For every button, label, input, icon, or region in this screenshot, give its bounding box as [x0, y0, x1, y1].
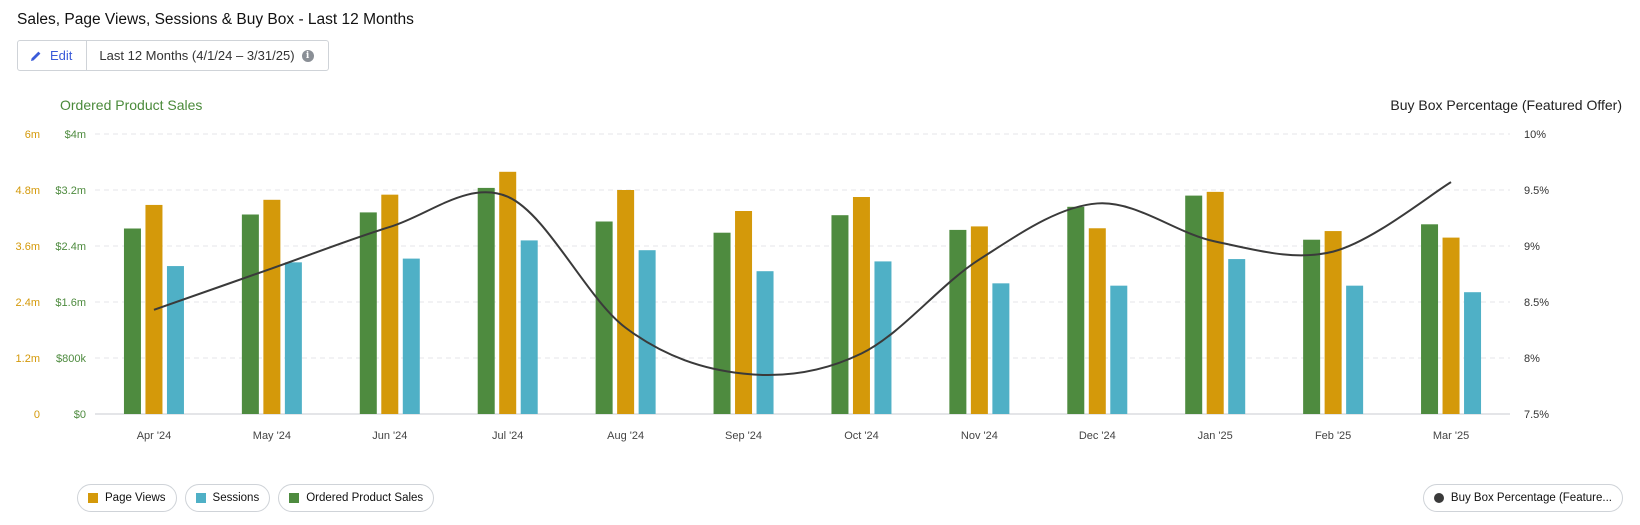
legend-page-views[interactable]: Page Views [77, 484, 177, 512]
x-tick-label: May '24 [253, 430, 291, 442]
page-views-bar[interactable] [1324, 231, 1342, 414]
legend-sessions-label: Sessions [212, 492, 260, 504]
buy-box-tick-label: 9% [1524, 241, 1540, 253]
sales-tick-label: $0 [74, 409, 86, 421]
page-views-swatch [88, 493, 98, 503]
sales-bar[interactable] [123, 228, 141, 415]
sessions-bar[interactable] [520, 240, 538, 414]
page-views-bar[interactable] [499, 171, 517, 414]
page-views-bar[interactable] [1206, 191, 1224, 414]
sales-bar[interactable] [359, 212, 377, 414]
legend-page-views-label: Page Views [105, 492, 166, 504]
combo-chart: 0 $0 7.5% 1.2m $800k 8% 2.4m $1.6m 8.5% 3.6m $2.4m… [16, 129, 1550, 442]
sessions-bar[interactable] [402, 258, 420, 414]
page-views-bar[interactable] [263, 199, 281, 414]
sales-bar[interactable] [1303, 239, 1321, 414]
sales-swatch [289, 493, 300, 503]
page-views-bar[interactable] [617, 190, 635, 414]
page-views-bar[interactable] [381, 194, 399, 414]
sales-bar[interactable] [477, 187, 495, 414]
legend-sales-label: Ordered Product Sales [306, 492, 424, 504]
chart-controls: Edit Last 12 Months (4/1/24 – 3/31/25) i [17, 40, 329, 71]
buy-box-tick-label: 9.5% [1524, 185, 1549, 197]
sales-bar[interactable] [595, 221, 613, 415]
legend-right: Buy Box Percentage (Feature... [1422, 484, 1623, 512]
edit-label: Edit [50, 48, 73, 63]
x-tick-label: Jul '24 [492, 430, 523, 442]
buy-box-tick-label: 7.5% [1524, 409, 1549, 421]
legend-buy-box[interactable]: Buy Box Percentage (Feature... [1422, 484, 1623, 512]
sales-tick-label: $3.2m [55, 185, 86, 197]
info-icon[interactable]: i [301, 49, 314, 62]
page-views-bar[interactable] [735, 211, 753, 414]
sales-bar[interactable] [831, 215, 849, 414]
page-views-bar[interactable] [970, 226, 988, 414]
x-tick-label: Apr '24 [137, 430, 172, 442]
legend-sessions[interactable]: Sessions [184, 484, 271, 512]
page-views-tick-label: 4.8m [16, 185, 40, 197]
legend-ordered-product-sales[interactable]: Ordered Product Sales [278, 484, 435, 512]
date-range-selector[interactable]: Last 12 Months (4/1/24 – 3/31/25) i [87, 41, 327, 70]
sales-tick-label: $2.4m [55, 241, 86, 253]
page-views-tick-label: 2.4m [16, 297, 40, 309]
page-views-tick-label: 0 [34, 409, 40, 421]
buy-box-line[interactable] [153, 181, 1452, 377]
buy-box-tick-label: 8% [1524, 353, 1540, 365]
buy-box-swatch [1433, 493, 1444, 503]
legend-left: Page Views Sessions Ordered Product Sale… [77, 484, 435, 512]
sales-bar[interactable] [713, 232, 731, 414]
sessions-bar[interactable] [1228, 259, 1246, 414]
x-tick-label: Aug '24 [607, 430, 644, 442]
x-tick-label: Nov '24 [961, 430, 998, 442]
buy-box-tick-label: 8.5% [1524, 297, 1549, 309]
sessions-bar[interactable] [166, 266, 184, 414]
buy-box-tick-label: 10% [1524, 129, 1546, 141]
date-range-label: Last 12 Months (4/1/24 – 3/31/25) [99, 48, 295, 63]
page-views-bar[interactable] [852, 197, 870, 414]
right-axis-title: Buy Box Percentage (Featured Offer) [1390, 97, 1622, 113]
page-views-tick-label: 6m [25, 129, 40, 141]
sales-tick-label: $800k [56, 353, 86, 365]
sales-tick-label: $1.6m [55, 297, 86, 309]
sessions-bar[interactable] [992, 283, 1010, 414]
pencil-icon [31, 51, 41, 61]
x-tick-label: Feb '25 [1315, 430, 1351, 442]
sales-bar[interactable] [949, 229, 967, 414]
sessions-bar[interactable] [638, 250, 656, 414]
x-tick-label: Jun '24 [372, 430, 407, 442]
x-tick-label: Dec '24 [1079, 430, 1116, 442]
sessions-bar[interactable] [1464, 292, 1482, 414]
sales-bar[interactable] [1421, 224, 1439, 414]
sessions-bar[interactable] [1346, 285, 1364, 414]
sales-tick-label: $4m [65, 129, 86, 141]
sessions-bar[interactable] [874, 261, 892, 414]
sales-bar[interactable] [241, 214, 259, 415]
sales-bar[interactable] [1185, 195, 1203, 414]
x-tick-label: Jan '25 [1198, 430, 1233, 442]
x-tick-label: Sep '24 [725, 430, 762, 442]
sessions-bar[interactable] [756, 271, 774, 414]
page-views-bar[interactable] [1442, 237, 1460, 414]
page-views-tick-label: 1.2m [16, 353, 40, 365]
legend-buy-box-label: Buy Box Percentage (Feature... [1450, 492, 1612, 504]
edit-button[interactable]: Edit [18, 41, 88, 70]
page-views-bar[interactable] [1088, 228, 1106, 414]
sales-bar[interactable] [1067, 206, 1085, 414]
sessions-swatch [195, 493, 206, 503]
x-tick-label: Oct '24 [844, 430, 879, 442]
page-views-tick-label: 3.6m [16, 241, 40, 253]
sessions-bar[interactable] [1110, 285, 1128, 414]
x-tick-label: Mar '25 [1433, 430, 1469, 442]
sessions-bar[interactable] [284, 262, 302, 414]
chart-title: Sales, Page Views, Sessions & Buy Box - … [17, 11, 414, 28]
left-axis-title: Ordered Product Sales [60, 97, 203, 113]
